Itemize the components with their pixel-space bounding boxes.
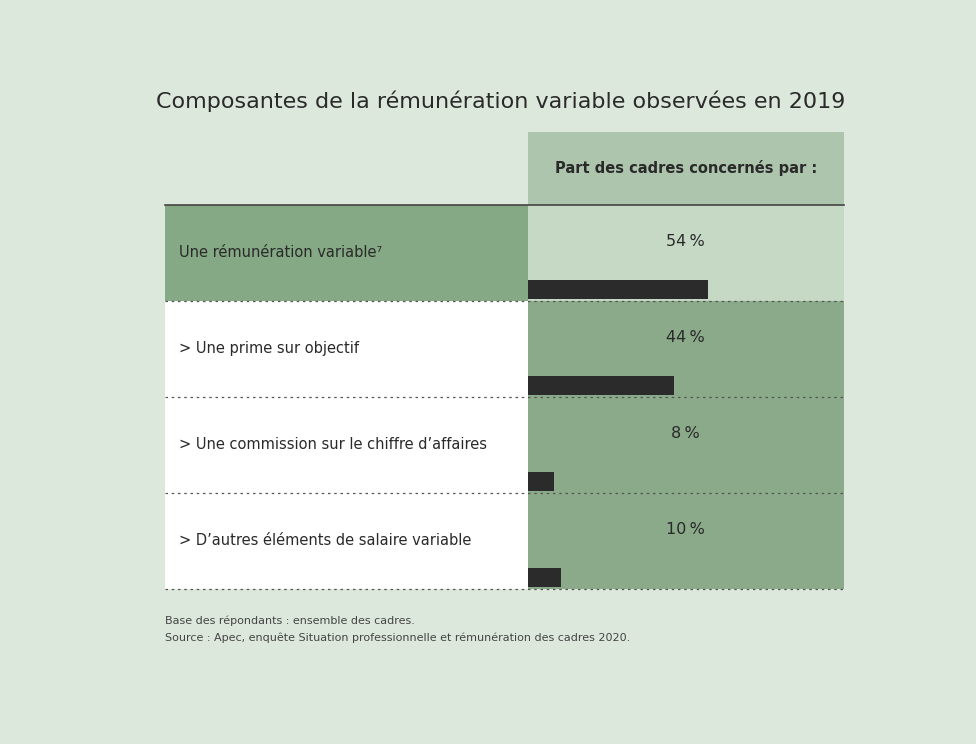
Bar (528, 493, 843, 589)
Bar (528, 568, 561, 587)
Text: > D’autres éléments de salaire variable: > D’autres éléments de salaire variable (179, 533, 471, 548)
Bar (165, 205, 528, 301)
Text: 8 %: 8 % (671, 426, 700, 441)
Text: 10 %: 10 % (667, 522, 705, 537)
Bar (528, 472, 554, 491)
Text: > Une prime sur objectif: > Une prime sur objectif (179, 341, 358, 356)
Text: Part des cadres concernés par :: Part des cadres concernés par : (554, 160, 817, 176)
Bar (528, 132, 843, 205)
Bar (528, 397, 843, 493)
Text: Composantes de la rémunération variable observées en 2019: Composantes de la rémunération variable … (155, 91, 845, 112)
Bar (528, 376, 674, 395)
Bar (165, 493, 528, 589)
Text: Source : Apec, enquête Situation professionnelle et rémunération des cadres 2020: Source : Apec, enquête Situation profess… (165, 633, 630, 644)
Bar (165, 301, 528, 397)
Text: 54 %: 54 % (667, 234, 705, 248)
Text: Base des répondants : ensemble des cadres.: Base des répondants : ensemble des cadre… (165, 616, 415, 626)
Bar (528, 205, 843, 301)
Bar (165, 397, 528, 493)
Bar (528, 301, 843, 397)
Bar (528, 280, 708, 299)
Text: > Une commission sur le chiffre d’affaires: > Une commission sur le chiffre d’affair… (179, 437, 487, 452)
Text: Une rémunération variable⁷: Une rémunération variable⁷ (179, 246, 382, 260)
Text: 44 %: 44 % (667, 330, 705, 344)
